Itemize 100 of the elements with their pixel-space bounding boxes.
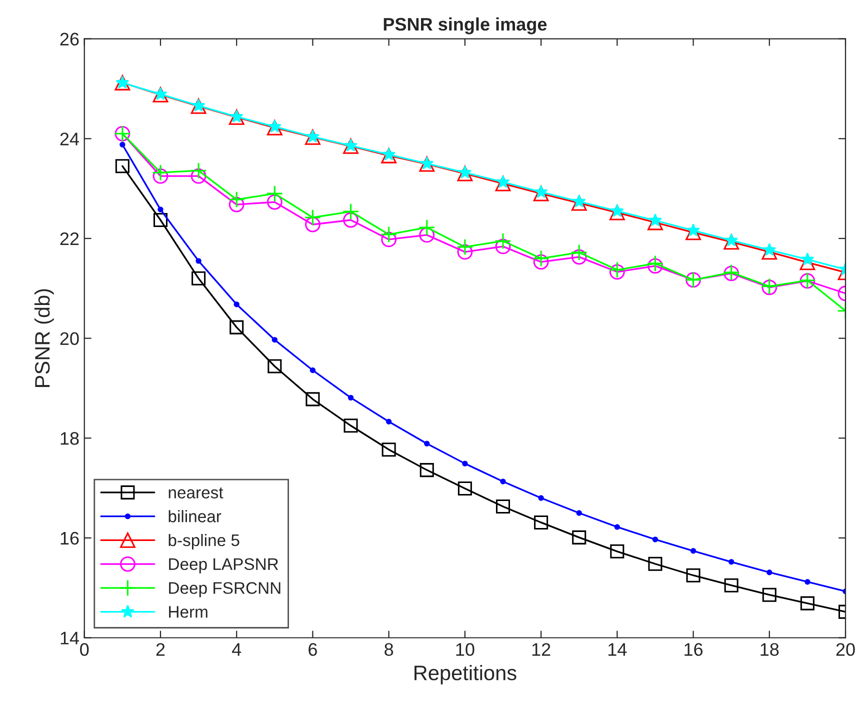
point bbox=[152, 168, 168, 184]
x-tick-label: 20 bbox=[836, 643, 855, 656]
x-tick-label: 18 bbox=[760, 643, 779, 656]
point bbox=[500, 478, 506, 484]
point bbox=[495, 176, 511, 192]
y-tick-label: 16 bbox=[60, 532, 79, 545]
point bbox=[380, 226, 398, 243]
point bbox=[272, 336, 278, 343]
point bbox=[153, 212, 168, 228]
point bbox=[192, 271, 206, 286]
point bbox=[496, 499, 510, 514]
y-tick-label: 14 bbox=[60, 632, 79, 644]
point bbox=[234, 302, 240, 308]
point bbox=[305, 216, 320, 232]
x-tick-label: 4 bbox=[232, 643, 242, 656]
point bbox=[152, 164, 169, 181]
y-axis-title: PSNR (db) bbox=[34, 289, 54, 387]
point bbox=[266, 120, 282, 136]
legend-label: bilinear bbox=[168, 510, 222, 522]
point bbox=[228, 191, 246, 208]
x-tick-label: 14 bbox=[608, 643, 627, 656]
point bbox=[534, 185, 548, 198]
point bbox=[610, 204, 624, 217]
point bbox=[382, 148, 396, 160]
legend-label: Deep FSRCNN bbox=[169, 582, 280, 598]
legend-label: Herm bbox=[169, 606, 208, 618]
point bbox=[386, 418, 392, 424]
point bbox=[458, 482, 472, 496]
point bbox=[495, 238, 511, 254]
x-tick-label: 16 bbox=[684, 643, 703, 656]
point bbox=[570, 244, 588, 261]
x-tick-label: 8 bbox=[384, 643, 394, 656]
point bbox=[804, 579, 810, 585]
point bbox=[343, 212, 358, 228]
point bbox=[266, 185, 284, 202]
point bbox=[533, 186, 549, 202]
point bbox=[690, 548, 696, 554]
point bbox=[614, 524, 620, 530]
y-tick-label: 24 bbox=[60, 132, 79, 146]
point bbox=[646, 255, 664, 272]
point bbox=[728, 559, 734, 565]
x-axis-title: Repetitions bbox=[414, 665, 516, 684]
chart-title: PSNR single image bbox=[384, 17, 547, 34]
point bbox=[348, 394, 354, 401]
point bbox=[610, 544, 624, 558]
point bbox=[115, 159, 130, 174]
point bbox=[306, 392, 320, 406]
point bbox=[230, 320, 244, 334]
point bbox=[120, 142, 126, 148]
point bbox=[158, 206, 164, 212]
point bbox=[424, 440, 430, 446]
point bbox=[572, 530, 586, 544]
point bbox=[344, 418, 358, 433]
legend-label: Deep LAPSNR bbox=[169, 558, 278, 574]
point bbox=[381, 148, 397, 164]
point bbox=[496, 175, 510, 188]
x-tick-label: 2 bbox=[156, 643, 165, 656]
legend-label: b-spline 5 bbox=[168, 534, 240, 550]
point bbox=[462, 460, 468, 466]
point bbox=[196, 258, 202, 264]
point bbox=[724, 233, 738, 246]
point bbox=[724, 234, 740, 250]
point bbox=[648, 213, 662, 226]
point bbox=[266, 194, 282, 210]
point bbox=[304, 209, 322, 226]
point bbox=[382, 442, 396, 457]
y-tick-label: 26 bbox=[60, 32, 79, 46]
x-tick-label: 10 bbox=[456, 643, 474, 656]
point bbox=[310, 367, 316, 374]
point bbox=[766, 570, 772, 576]
point bbox=[572, 194, 586, 208]
point bbox=[342, 203, 360, 220]
point bbox=[420, 463, 434, 478]
point bbox=[458, 166, 472, 178]
point bbox=[457, 244, 473, 260]
point bbox=[532, 250, 550, 267]
point bbox=[800, 596, 814, 610]
point bbox=[571, 249, 587, 265]
point bbox=[534, 515, 548, 530]
y-tick-label: 18 bbox=[60, 432, 79, 445]
point bbox=[724, 578, 738, 592]
point bbox=[418, 219, 436, 236]
point bbox=[419, 227, 435, 243]
y-tick-label: 22 bbox=[60, 232, 79, 246]
point bbox=[494, 232, 512, 250]
y-tick-label: 20 bbox=[60, 332, 79, 346]
point bbox=[576, 510, 582, 516]
point bbox=[190, 162, 207, 179]
point bbox=[457, 166, 473, 182]
point bbox=[762, 588, 776, 602]
x-tick-label: 6 bbox=[308, 643, 317, 656]
point bbox=[268, 359, 282, 374]
point bbox=[571, 195, 587, 211]
x-tick-label: 12 bbox=[532, 643, 550, 656]
point bbox=[268, 120, 282, 132]
legend-label: nearest bbox=[168, 488, 224, 498]
point bbox=[800, 252, 814, 266]
point bbox=[381, 232, 397, 248]
point bbox=[609, 204, 625, 220]
point bbox=[228, 196, 244, 212]
